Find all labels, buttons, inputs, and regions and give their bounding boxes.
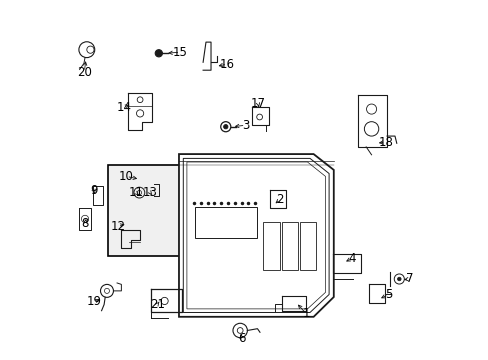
Text: 4: 4 xyxy=(347,252,355,265)
Text: 21: 21 xyxy=(150,298,164,311)
Text: 3: 3 xyxy=(242,119,249,132)
Circle shape xyxy=(155,50,162,57)
Text: 9: 9 xyxy=(90,184,98,197)
Text: 19: 19 xyxy=(86,295,102,308)
Text: 12: 12 xyxy=(110,220,125,233)
Text: 15: 15 xyxy=(173,46,187,59)
Text: 20: 20 xyxy=(77,66,92,78)
Text: 11: 11 xyxy=(128,186,143,199)
Text: 17: 17 xyxy=(250,97,265,110)
Text: 16: 16 xyxy=(219,58,234,71)
Text: 5: 5 xyxy=(384,288,391,301)
Polygon shape xyxy=(108,165,182,256)
Text: 7: 7 xyxy=(405,273,412,285)
Text: 2: 2 xyxy=(275,193,283,206)
Text: 8: 8 xyxy=(81,217,89,230)
Text: 14: 14 xyxy=(116,101,131,114)
Circle shape xyxy=(397,277,400,281)
Text: 18: 18 xyxy=(377,136,392,149)
Polygon shape xyxy=(179,154,333,317)
Circle shape xyxy=(223,125,227,129)
Text: 1: 1 xyxy=(302,307,309,320)
Text: 13: 13 xyxy=(142,186,157,199)
Text: 6: 6 xyxy=(237,332,245,345)
Text: 10: 10 xyxy=(119,170,134,183)
